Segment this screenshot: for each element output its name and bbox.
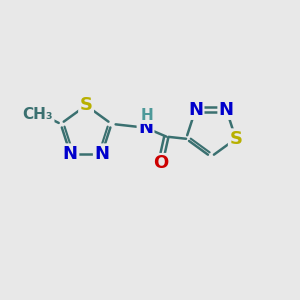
Text: CH₃: CH₃ [22,107,53,122]
Text: N: N [94,145,109,163]
Text: N: N [219,100,234,118]
Text: S: S [229,130,242,148]
Text: N: N [188,100,203,118]
Text: N: N [138,119,153,137]
Text: N: N [63,145,78,163]
Text: O: O [153,154,168,172]
Text: H: H [141,108,153,123]
Text: S: S [80,96,93,114]
